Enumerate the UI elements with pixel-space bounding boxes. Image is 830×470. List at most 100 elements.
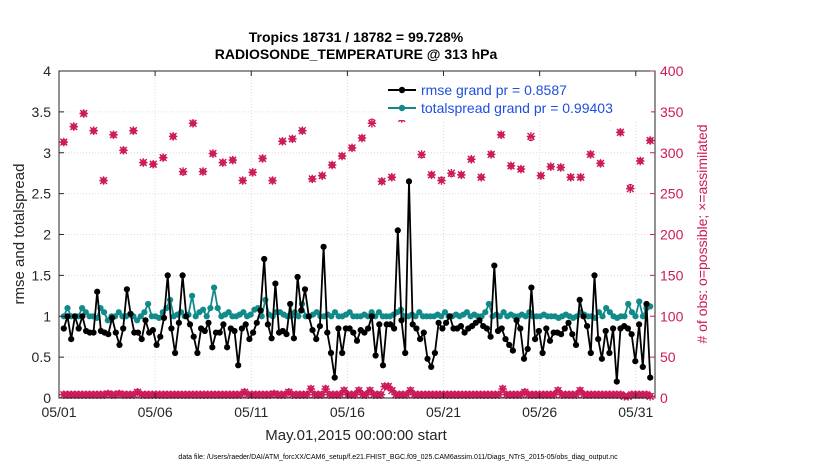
obs-assimilated-point bbox=[149, 159, 158, 169]
y-tick-label: 2.5 bbox=[32, 186, 52, 202]
rmse-point bbox=[498, 325, 505, 332]
rmse-point bbox=[327, 349, 335, 357]
rmse-point bbox=[591, 272, 598, 279]
obs-assimilated-point bbox=[596, 159, 605, 168]
rmse-point bbox=[361, 329, 368, 336]
spread-point bbox=[606, 309, 614, 316]
rmse-point bbox=[261, 255, 268, 263]
obs-assimilated-point bbox=[417, 150, 426, 159]
spread-point bbox=[628, 309, 636, 316]
rmse-point bbox=[532, 336, 539, 343]
spread-point bbox=[79, 305, 86, 312]
rmse-point bbox=[580, 313, 587, 320]
y2-axis-label: # of obs: o=possible; ×=assimilated bbox=[694, 124, 710, 343]
rmse-point bbox=[112, 329, 119, 336]
rmse-point bbox=[506, 341, 513, 348]
rmse-point bbox=[179, 272, 186, 279]
rmse-point bbox=[272, 280, 279, 287]
x-tick-label: 05/11 bbox=[234, 404, 268, 420]
spread-point bbox=[328, 313, 335, 320]
rmse-point bbox=[183, 313, 190, 320]
legend-box bbox=[383, 80, 651, 120]
spread-point bbox=[101, 309, 108, 316]
spread-point bbox=[639, 313, 647, 320]
obs-assimilated-point bbox=[308, 174, 317, 184]
obs-assimilated-point bbox=[208, 149, 218, 158]
rmse-point bbox=[446, 313, 453, 320]
rmse-point bbox=[632, 358, 639, 365]
rmse-point bbox=[109, 314, 116, 321]
rmse-point bbox=[598, 355, 606, 362]
rmse-point bbox=[394, 227, 401, 234]
y2-tick-label: 400 bbox=[660, 63, 684, 79]
rmse-point bbox=[457, 323, 464, 330]
spread-point bbox=[192, 313, 199, 320]
rmse-point bbox=[324, 329, 331, 336]
rmse-point bbox=[250, 329, 257, 336]
spread-point bbox=[214, 305, 221, 312]
rmse-point bbox=[602, 327, 609, 335]
obs-assimilated-point bbox=[188, 119, 198, 128]
y-tick-label: 0 bbox=[43, 390, 51, 406]
rmse-point bbox=[90, 329, 97, 336]
rmse-point bbox=[509, 347, 516, 354]
spread-point bbox=[621, 313, 628, 320]
spread-point bbox=[225, 309, 232, 316]
rmse-point bbox=[587, 349, 594, 357]
rmse-point bbox=[157, 333, 164, 340]
x-axis-label: May.01,2015 00:00:00 start bbox=[265, 427, 447, 444]
spread-point bbox=[416, 309, 423, 316]
legend-spread-marker bbox=[398, 104, 406, 112]
y-tick-label: 3.5 bbox=[32, 104, 52, 120]
obs-assimilated-point bbox=[347, 143, 357, 153]
spread-point bbox=[262, 296, 269, 303]
obs-assimilated-point bbox=[526, 132, 536, 141]
spread-point bbox=[625, 300, 632, 308]
rmse-point bbox=[331, 374, 338, 381]
obs-assimilated-point bbox=[506, 161, 516, 171]
x-tick-label: 05/31 bbox=[618, 404, 653, 420]
rmse-point bbox=[64, 313, 71, 320]
rmse-point bbox=[424, 355, 431, 362]
rmse-point bbox=[624, 325, 632, 332]
spread-point bbox=[599, 313, 606, 320]
obs-assimilated-point bbox=[79, 109, 88, 118]
rmse-point bbox=[606, 349, 613, 357]
rmse-point bbox=[517, 325, 524, 332]
obs-assimilated-point bbox=[258, 154, 267, 163]
rmse-point bbox=[220, 321, 227, 328]
rmse-point bbox=[513, 317, 520, 324]
obs-assimilated-point bbox=[486, 150, 496, 159]
spread-point bbox=[211, 284, 218, 291]
rmse-point bbox=[60, 325, 67, 332]
rmse-point bbox=[105, 331, 112, 338]
obs-assimilated-point bbox=[327, 160, 337, 170]
obs-assimilated-point bbox=[427, 170, 436, 180]
rmse-point bbox=[520, 355, 528, 362]
rmse-point bbox=[487, 333, 494, 340]
rmse-point bbox=[339, 349, 346, 357]
rmse-point bbox=[647, 374, 654, 381]
spread-point bbox=[82, 309, 89, 316]
obs-assimilated-point bbox=[496, 130, 506, 140]
rmse-point bbox=[476, 317, 483, 324]
obs-assimilated-point bbox=[129, 126, 138, 135]
spread-point bbox=[441, 309, 449, 316]
footnote: data file: /Users/raeder/DAI/ATM_forcXX/… bbox=[178, 454, 618, 461]
x-tick-label: 05/16 bbox=[330, 404, 365, 420]
rmse-point bbox=[320, 243, 327, 250]
spread-point bbox=[189, 292, 196, 299]
rmse-point bbox=[120, 325, 127, 332]
rmse-point bbox=[353, 337, 361, 344]
spread-point bbox=[412, 313, 419, 320]
rmse-point bbox=[572, 341, 580, 348]
rmse-point bbox=[639, 363, 646, 370]
rmse-point bbox=[71, 313, 78, 320]
obs-assimilated-point bbox=[89, 126, 98, 135]
rmse-point bbox=[175, 319, 182, 326]
rmse-point bbox=[301, 286, 309, 293]
spread-point bbox=[632, 313, 639, 320]
spread-point bbox=[463, 309, 470, 316]
rmse-point bbox=[268, 335, 275, 342]
rmse-point bbox=[68, 336, 75, 343]
